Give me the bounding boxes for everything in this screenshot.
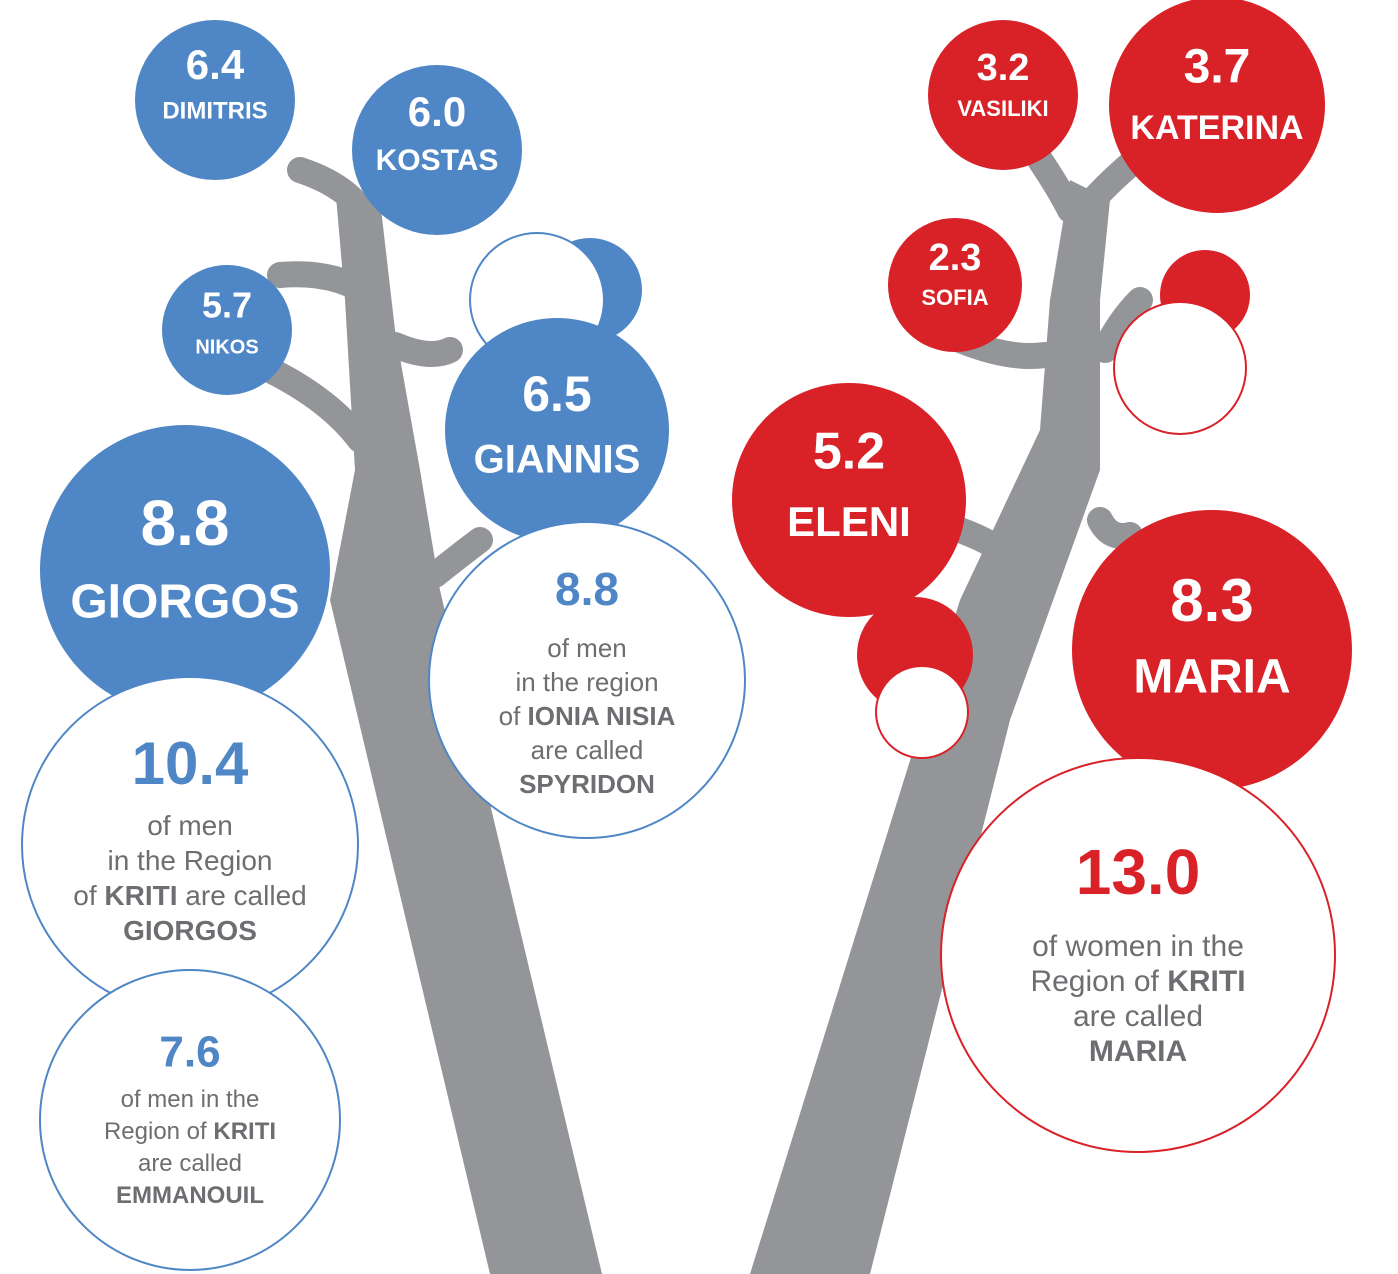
fact-value: 7.6 [159, 1028, 220, 1077]
fact-line: of women in the [1032, 930, 1244, 963]
percent-value: 2.3 [929, 237, 982, 279]
fact-line: MARIA [1089, 1035, 1187, 1068]
fact-value: 10.4 [132, 730, 249, 797]
percent-value: 5.7 [202, 285, 252, 326]
name-circles: 6.4 DIMITRIS 6.0 KOSTAS 5.7 NIKOS 6.5 GIANNIS 8.… [22, 0, 1352, 1270]
first-name: SOFIA [921, 285, 988, 310]
fact-line: Region of KRITI [104, 1118, 276, 1145]
fact-line: of KRITI are called [73, 880, 306, 911]
fact-text: are called [531, 735, 644, 765]
first-name: ELENI [787, 498, 911, 545]
fact-text: in the Region [107, 845, 272, 876]
name-circle [40, 425, 330, 715]
fact-line: SPYRIDON [519, 769, 655, 799]
fact-highlight: IONIA NISIA [528, 701, 676, 731]
percent-value: 5.2 [813, 423, 885, 481]
fact-line: of men in the [121, 1086, 260, 1113]
fact-highlight: KRITI [1167, 965, 1245, 998]
fact-text: are called [1073, 1000, 1203, 1033]
fact-text: of women in the [1032, 930, 1244, 963]
first-name: NIKOS [195, 336, 258, 358]
fact-highlight: EMMANOUIL [116, 1182, 264, 1209]
fact-highlight: GIORGOS [123, 915, 257, 946]
fact-highlight: KRITI [213, 1118, 276, 1145]
fact-line: GIORGOS [123, 915, 257, 946]
percent-value: 8.8 [141, 487, 230, 559]
fact-text: of [499, 701, 528, 731]
deco-circle [876, 666, 968, 758]
fact-text: of [73, 880, 104, 911]
first-name: GIORGOS [70, 576, 299, 629]
fact-text: in the region [515, 667, 658, 697]
fact-highlight: SPYRIDON [519, 769, 655, 799]
fact-value: 13.0 [1076, 836, 1201, 908]
first-name: KATERINA [1130, 109, 1303, 147]
fact-line: EMMANOUIL [116, 1182, 264, 1209]
name-circle [1109, 0, 1325, 213]
deco-circle [1114, 302, 1246, 434]
fact-line: are called [1073, 1000, 1203, 1033]
fact-line: of men [147, 810, 233, 841]
fact-text: are called [138, 1150, 242, 1177]
percent-value: 3.2 [977, 47, 1030, 89]
fact-text: of men [147, 810, 233, 841]
fact-line: of men [547, 633, 627, 663]
first-name: KOSTAS [376, 144, 499, 177]
fact-value: 8.8 [555, 563, 619, 615]
fact-highlight: MARIA [1089, 1035, 1187, 1068]
fact-highlight: KRITI [104, 880, 177, 911]
fact-text: Region of [104, 1118, 213, 1145]
fact-line: in the region [515, 667, 658, 697]
name-circle [445, 318, 669, 542]
fact-text: of men [547, 633, 627, 663]
fact-text: of men in the [121, 1086, 260, 1113]
percent-value: 3.7 [1184, 41, 1251, 94]
fact-line: of IONIA NISIA [499, 701, 676, 731]
percent-value: 6.5 [522, 366, 592, 422]
percent-value: 6.0 [408, 88, 466, 135]
fact-text: are called [178, 880, 307, 911]
first-name: VASILIKI [957, 96, 1048, 121]
fact-line: Region of KRITI [1030, 965, 1245, 998]
first-name: DIMITRIS [162, 97, 267, 124]
percent-value: 8.3 [1170, 567, 1253, 634]
fact-line: are called [531, 735, 644, 765]
fact-line: are called [138, 1150, 242, 1177]
percent-value: 6.4 [186, 41, 245, 88]
first-name: MARIA [1133, 651, 1290, 704]
fact-line: in the Region [107, 845, 272, 876]
infographic: 6.4 DIMITRIS 6.0 KOSTAS 5.7 NIKOS 6.5 GIANNIS 8.… [0, 0, 1398, 1274]
fact-text: Region of [1030, 965, 1167, 998]
first-name: GIANNIS [474, 438, 641, 482]
